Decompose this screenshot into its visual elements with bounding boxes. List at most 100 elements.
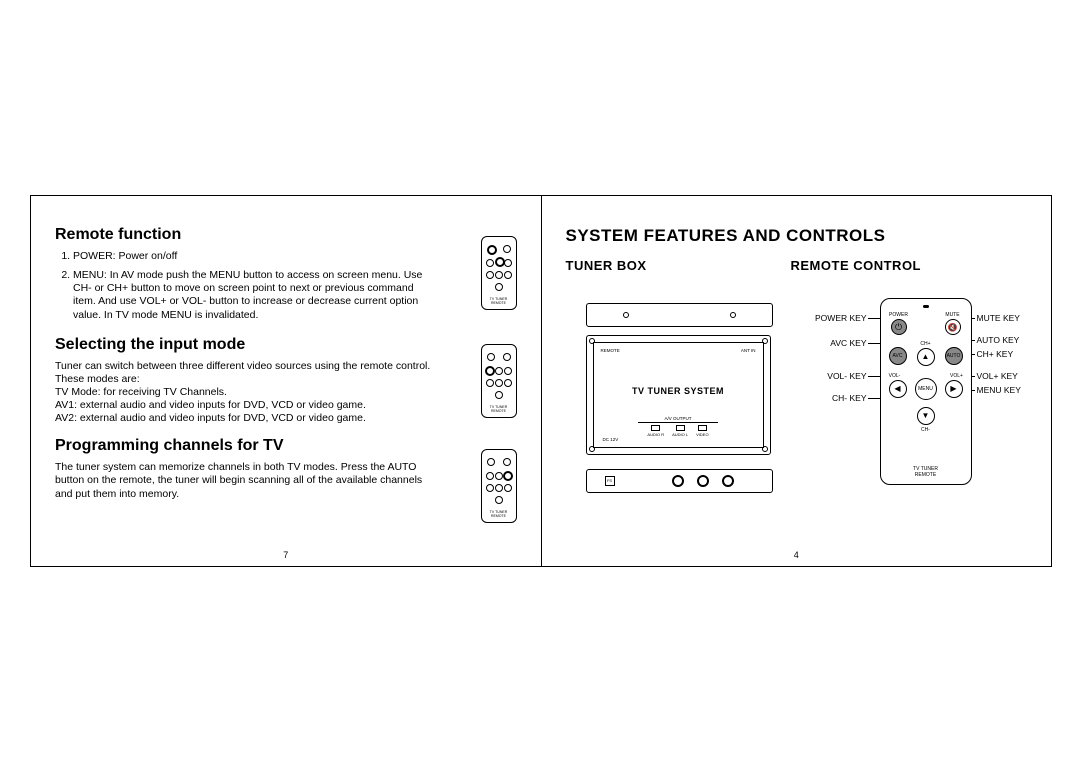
port-video: VIDEO [696,425,708,437]
button-icon [504,367,512,375]
power-button: ⏻ [891,319,907,335]
button-icon [504,379,512,387]
button-icon [486,259,494,267]
power-icon: ⏻ [895,322,902,333]
ir-led-icon [923,305,929,308]
subheading-tuner-box: TUNER BOX [566,258,791,273]
screw-icon [589,446,595,452]
button-icon [495,484,503,492]
button-icon [495,496,503,504]
button-icon [486,271,494,279]
left-text-column: Remote function POWER: Power on/off MENU… [55,226,435,501]
button-icon [486,484,494,492]
avc-button: AVC [889,347,907,365]
tuner-box-diagram: REMOTE ANT IN TV TUNER SYSTEM DC 12V A/V… [566,283,791,523]
tuner-bottom-panel: FS [586,469,773,493]
btn-label-volm: VOL- [880,373,910,379]
mute-icon: 🔇 [948,323,958,332]
input-mode-intro: Tuner can switch between three different… [55,360,435,386]
input-mode-line: AV2: external audio and video inputs for… [55,412,435,425]
button-icon [495,367,503,375]
av-output-group: A/V OUTPUT AUDIO R AUDIO L VIDEO [601,416,756,444]
button-icon [487,353,495,361]
rca-jack-icon [722,475,734,487]
list-item: MENU: In AV mode push the MENU button to… [73,269,435,322]
btn-label-mute: MUTE [938,312,968,318]
tuner-top-labels: REMOTE ANT IN [601,348,756,353]
button-icon [495,283,503,291]
page-left: Remote function POWER: Power on/off MENU… [31,196,541,566]
button-icon [495,271,503,279]
remote-thumb-label: TV TUNERREMOTE [482,406,516,414]
heading-programming: Programming channels for TV [55,437,435,455]
heading-input-mode: Selecting the input mode [55,336,435,354]
programming-body: The tuner system can memorize channels i… [55,461,435,500]
callout-vol-plus-key: VOL+ KEY [977,371,1018,381]
tuner-remote-port-label: REMOTE [601,348,620,353]
input-mode-line: AV1: external audio and video inputs for… [55,399,435,412]
screw-icon [623,312,629,318]
remote-function-list: POWER: Power on/off MENU: In AV mode pus… [55,250,435,322]
screw-icon [730,312,736,318]
callout-ch-minus-key: CH- KEY [803,393,867,403]
rca-jack-icon [672,475,684,487]
tuner-top-panel [586,303,773,327]
page-number: 4 [542,550,1052,560]
heading-remote-function: Remote function [55,226,435,244]
remote-bottom-label: TV TUNERREMOTE [881,466,971,478]
fs-switch: FS [605,476,615,486]
button-icon [504,484,512,492]
right-diagram-grid: REMOTE ANT IN TV TUNER SYSTEM DC 12V A/V… [566,283,1028,523]
screw-icon [589,338,595,344]
vol-minus-button: ◀ [889,380,907,398]
remote-body: POWER ⏻ MUTE 🔇 AVC CH+ ▲ AUTO [880,298,972,485]
btn-label-chp: CH+ [911,341,941,347]
button-icon [495,379,503,387]
menu-button: MENU [915,378,937,400]
tuner-front-panel: REMOTE ANT IN TV TUNER SYSTEM DC 12V A/V… [586,335,771,455]
button-icon [503,353,511,361]
sheet: Remote function POWER: Power on/off MENU… [0,0,1080,763]
button-icon [487,458,495,466]
screw-icon [762,338,768,344]
button-icon [503,458,511,466]
btn-label-power: POWER [884,312,914,318]
button-icon [486,379,494,387]
callout-menu-key: MENU KEY [977,385,1021,395]
callout-ch-plus-key: CH+ KEY [977,349,1014,359]
heading-system-features: SYSTEM FEATURES AND CONTROLS [566,226,1028,246]
callout-mute-key: MUTE KEY [977,313,1020,323]
remote-thumbnail-1: TV TUNERREMOTE [481,236,517,310]
av-output-label: A/V OUTPUT [601,416,756,421]
button-icon [503,245,511,253]
port-audio-r: AUDIO R [647,425,664,437]
page-number: 7 [31,550,541,560]
list-item: POWER: Power on/off [73,250,435,263]
tuner-ant-in-label: ANT IN [741,348,756,353]
button-icon [504,259,512,267]
button-icon [504,271,512,279]
button-icon [495,472,503,480]
vol-plus-button: ▶ [945,380,963,398]
page-right: SYSTEM FEATURES AND CONTROLS TUNER BOX R… [542,196,1052,566]
input-mode-line: TV Mode: for receiving TV Channels. [55,386,435,399]
callout-vol-minus-key: VOL- KEY [803,371,867,381]
tuner-system-label: TV TUNER SYSTEM [587,386,770,396]
auto-button: AUTO [945,347,963,365]
mute-button: 🔇 [945,319,961,335]
remote-control-diagram: POWER KEY AVC KEY VOL- KEY CH- KEY MUTE … [803,283,1028,523]
button-icon [495,391,503,399]
ch-plus-button: ▲ [917,348,935,366]
power-button-icon [487,245,497,255]
subheading-remote-control: REMOTE CONTROL [791,258,922,273]
remote-thumbnail-3: TV TUNERREMOTE [481,449,517,523]
callout-power-key: POWER KEY [803,313,867,323]
callout-auto-key: AUTO KEY [977,335,1020,345]
remote-thumb-label: TV TUNERREMOTE [482,298,516,306]
remote-thumb-label: TV TUNERREMOTE [482,511,516,519]
callout-avc-key: AVC KEY [803,338,867,348]
auto-button-icon [503,471,513,481]
port-audio-l: AUDIO L [672,425,688,437]
screw-icon [762,446,768,452]
btn-label-chm: CH- [911,427,941,433]
